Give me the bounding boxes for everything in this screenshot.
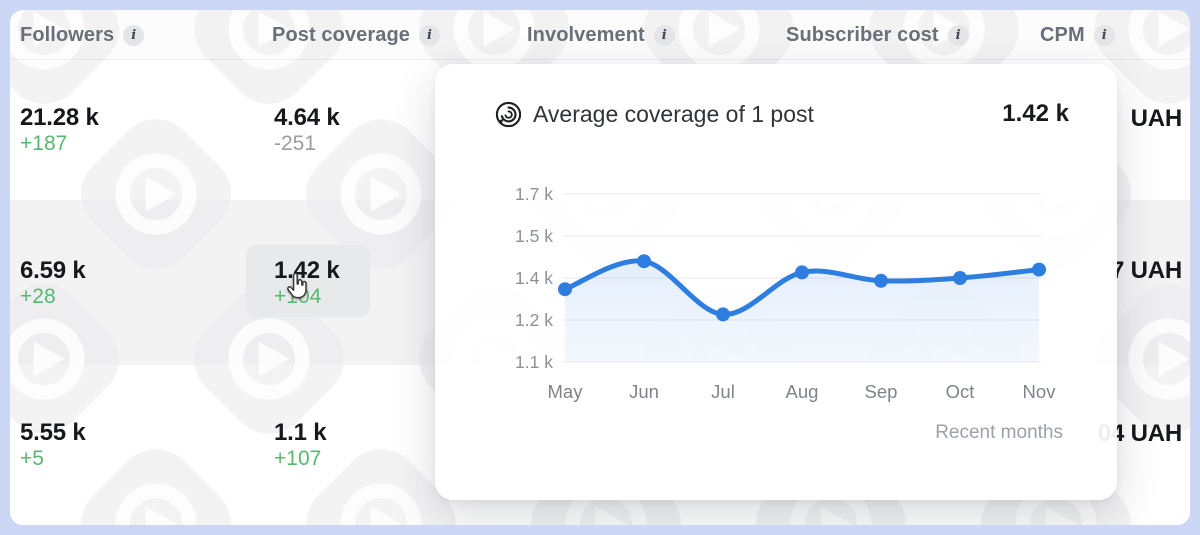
brand-swirl-icon: [495, 101, 522, 127]
x-tick-label: Nov: [1023, 381, 1057, 402]
post-coverage-value: 1.42 k: [274, 256, 340, 284]
followers-value: 5.55 k: [20, 419, 86, 446]
chart-data-point: [953, 271, 967, 285]
chart-data-point: [716, 307, 730, 322]
chart-data-point: [558, 282, 572, 297]
popup-title: Average coverage of 1 post: [533, 100, 814, 127]
column-header-involvement: Involvement i: [527, 10, 675, 60]
followers-value: 21.28 k: [20, 104, 99, 131]
chart-data-point: [637, 254, 651, 269]
cpm-value: 7 UAH: [1110, 257, 1182, 284]
cpm-value: UAH: [1130, 104, 1183, 132]
cpm-cell[interactable]: 7 UAH: [1111, 188, 1182, 353]
post-coverage-delta: -251: [274, 132, 317, 155]
x-tick-label: Jul: [711, 381, 735, 402]
followers-delta: +187: [20, 132, 68, 155]
post-coverage-value: 1.1 k: [274, 419, 327, 446]
post-coverage-delta: +104: [274, 284, 322, 308]
x-tick-label: Aug: [786, 381, 819, 402]
column-header-followers: Followers i: [20, 10, 145, 60]
followers-cell[interactable]: 21.28 k +187: [20, 60, 99, 200]
popup-current-value: 1.42 k: [1002, 100, 1069, 127]
x-tick-label: Oct: [946, 381, 975, 402]
post-coverage-cell[interactable]: 1.1 k +107: [274, 365, 327, 525]
x-tick-label: May: [548, 381, 584, 402]
column-header-subscriber-cost: Subscriber cost i: [786, 10, 969, 60]
followers-cell[interactable]: 5.55 k +5: [20, 365, 86, 525]
x-tick-label: Jun: [629, 381, 659, 402]
column-label: Followers: [20, 23, 115, 46]
chart-data-point: [795, 265, 809, 280]
column-header-cpm: CPM i: [1040, 10, 1115, 60]
cpm-cell[interactable]: UAH: [1130, 48, 1183, 188]
stats-panel: Followers i Post coverage i Involvement …: [10, 10, 1190, 525]
followers-cell[interactable]: 6.59 k +28: [20, 200, 86, 365]
column-label: Post coverage: [272, 23, 411, 46]
post-coverage-cell[interactable]: 4.64 k -251: [274, 60, 340, 200]
info-icon[interactable]: i: [1093, 24, 1115, 46]
chart-data-point: [874, 273, 888, 288]
column-label: Subscriber cost: [786, 23, 939, 46]
table-header: Followers i Post coverage i Involvement …: [10, 10, 1190, 60]
y-tick-label: 1.4 k: [515, 268, 553, 288]
post-coverage-value: 4.64 k: [274, 104, 340, 131]
info-icon[interactable]: i: [123, 24, 145, 46]
chart-data-point: [1032, 262, 1046, 277]
popup-footer-label: Recent months: [935, 422, 1063, 443]
popup-header: Average coverage of 1 post 1.42 k: [495, 100, 1069, 128]
followers-delta: +5: [20, 447, 44, 470]
y-tick-label: 1.1 k: [515, 352, 553, 372]
column-label: Involvement: [527, 23, 645, 46]
info-icon[interactable]: i: [653, 24, 675, 46]
column-header-post-coverage: Post coverage i: [272, 10, 441, 60]
info-icon[interactable]: i: [947, 24, 969, 46]
coverage-line-chart: 1.7 k 1.5 k 1.4 k 1.2 k 1.1 k May Jun Jul Aug Sep…: [515, 184, 1057, 402]
followers-value: 6.59 k: [20, 256, 86, 284]
table-row: 21.28 k +187 4.64 k -251 UAH: [10, 60, 1190, 200]
post-coverage-cell-hovered[interactable]: 1.42 k +104: [274, 200, 340, 365]
followers-delta: +28: [20, 284, 56, 308]
y-tick-label: 1.7 k: [515, 184, 553, 204]
y-tick-label: 1.5 k: [515, 226, 553, 246]
x-tick-label: Sep: [865, 381, 898, 402]
info-icon[interactable]: i: [419, 24, 441, 46]
y-tick-label: 1.2 k: [515, 310, 553, 330]
post-coverage-delta: +107: [274, 447, 322, 470]
column-label: CPM: [1040, 23, 1085, 46]
